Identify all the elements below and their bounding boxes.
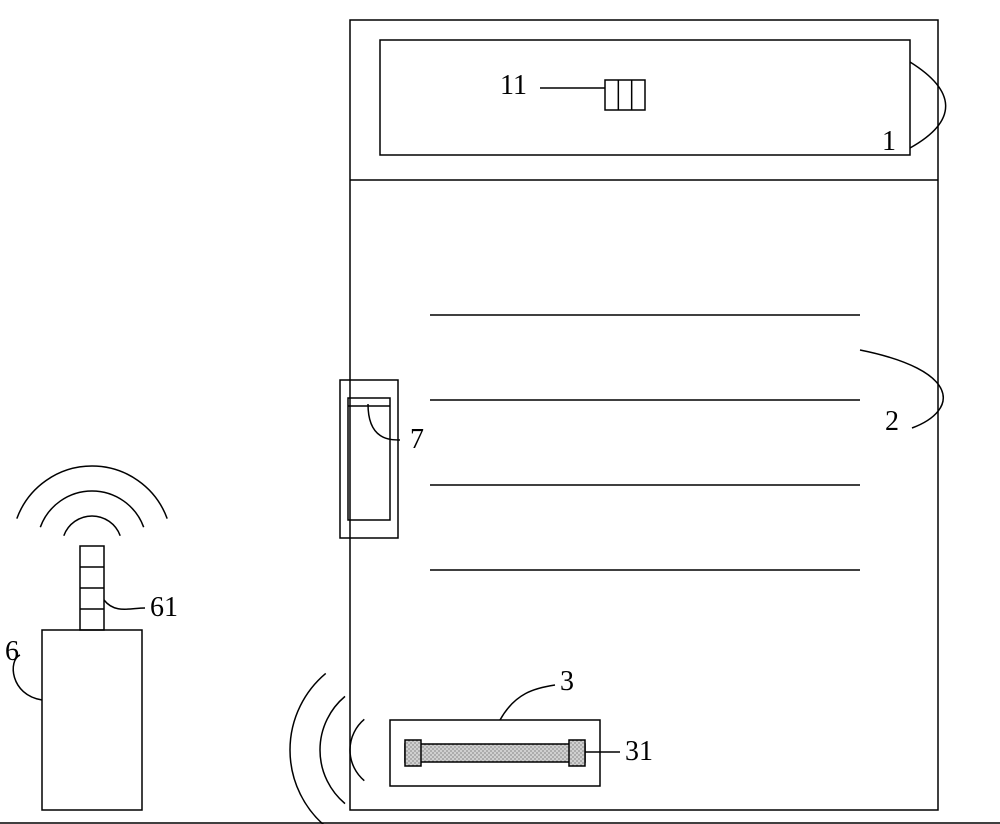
leader-61 (104, 600, 145, 609)
wave-arc (350, 719, 364, 780)
label-2: 2 (885, 406, 899, 437)
wave-arc (17, 466, 167, 519)
label-3: 3 (560, 666, 574, 697)
label-6: 6 (5, 636, 19, 667)
leader-2 (860, 350, 943, 428)
wave-arc (64, 516, 120, 536)
main-box (350, 20, 938, 810)
label-11: 11 (500, 70, 527, 101)
label-61: 61 (150, 592, 178, 623)
wave-arc (40, 491, 143, 527)
remote-6 (42, 630, 142, 810)
leader-3 (500, 685, 555, 720)
bar-31 (405, 744, 585, 762)
label-7: 7 (410, 424, 424, 455)
block-11 (605, 80, 645, 110)
label-31: 31 (625, 736, 653, 767)
leader-7 (368, 404, 400, 440)
wave-arc (320, 696, 345, 803)
label-1: 1 (882, 126, 896, 157)
leader-1 (910, 62, 946, 148)
